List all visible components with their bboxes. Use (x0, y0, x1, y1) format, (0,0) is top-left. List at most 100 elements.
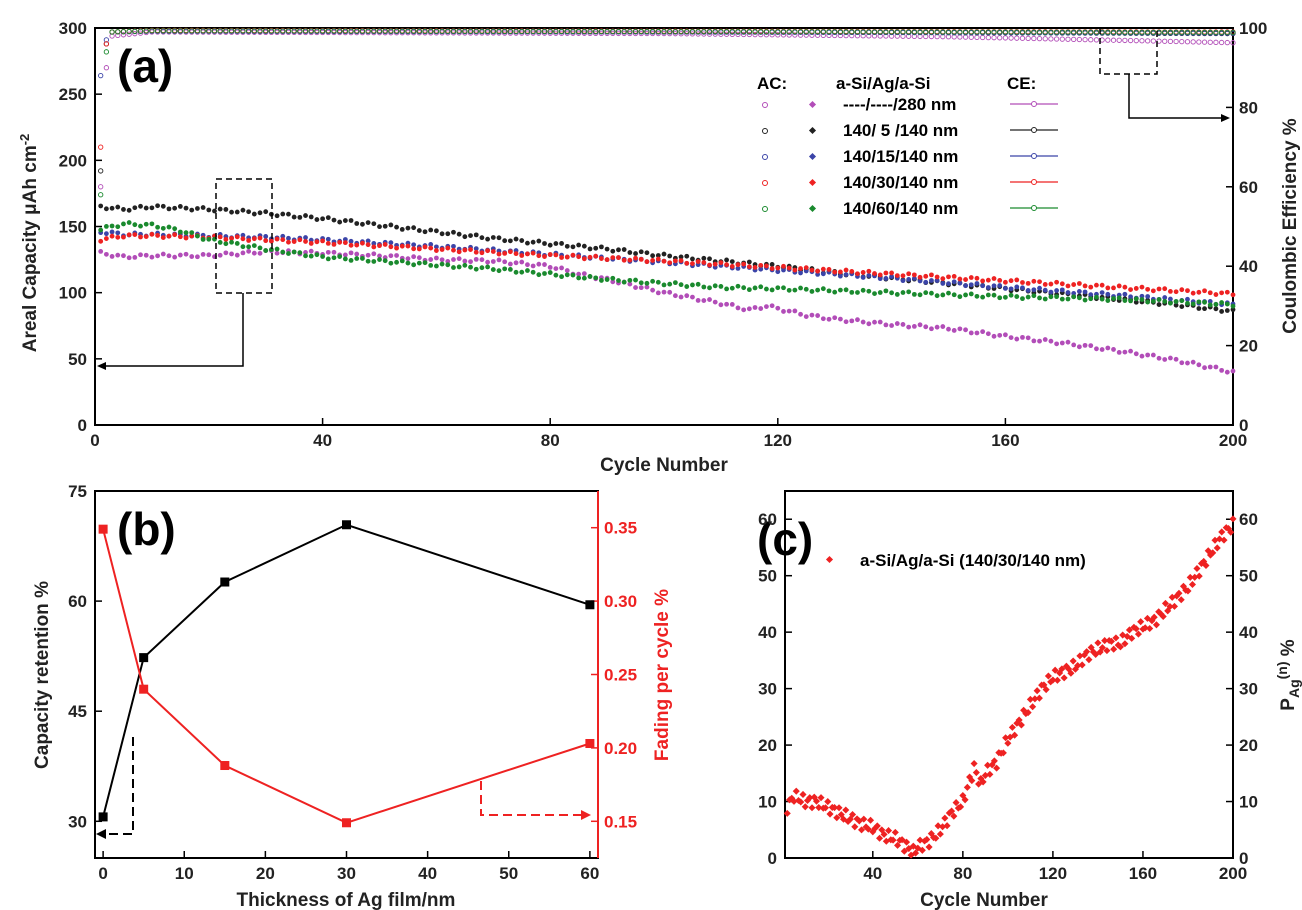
ce-point (627, 28, 633, 35)
capacity-point (1031, 338, 1037, 344)
capacity-point (1133, 351, 1139, 357)
data-point (824, 798, 832, 806)
capacity-point (513, 251, 519, 257)
capacity-point (826, 288, 832, 294)
capacity-point (177, 234, 183, 240)
ce-point (928, 29, 935, 35)
ce-point (615, 30, 622, 37)
capacity-point (951, 328, 957, 333)
capacity-point (126, 220, 132, 225)
ce-point (718, 29, 724, 35)
ce-point (615, 28, 622, 35)
y2-tick-label: 0.25 (604, 666, 637, 685)
capacity-point (752, 285, 758, 291)
ce-point (1201, 29, 1208, 35)
capacity-point (388, 260, 394, 266)
ce-point (621, 30, 627, 37)
y-tick-label: 75 (68, 482, 87, 501)
capacity-point (314, 239, 320, 245)
x-tick-label: 160 (991, 431, 1019, 450)
ce-point (718, 31, 724, 37)
capacity-point (581, 275, 587, 281)
capacity-point (900, 322, 906, 327)
capacity-point (985, 277, 991, 283)
capacity-point (1219, 290, 1225, 296)
capacity-point (1230, 307, 1236, 313)
ce-point (968, 34, 974, 40)
capacity-point (1202, 365, 1207, 371)
capacity-point (695, 298, 701, 303)
capacity-point (974, 281, 980, 286)
ce-point (1207, 39, 1213, 45)
capacity-point (183, 230, 189, 236)
capacity-point (274, 213, 280, 219)
capacity-point (479, 250, 485, 256)
ce-point (644, 28, 650, 35)
capacity-point (451, 247, 456, 253)
capacity-point (803, 286, 809, 292)
capacity-point (1042, 282, 1048, 287)
ce-point (1065, 36, 1071, 42)
capacity-point (286, 235, 291, 241)
capacity-point (1082, 297, 1088, 303)
ce-point (667, 28, 673, 35)
capacity-point (542, 254, 547, 259)
capacity-point (337, 239, 343, 245)
capacity-point (627, 281, 633, 287)
ce-point (126, 31, 132, 37)
ce-point (251, 28, 257, 34)
panel-b-right-arrow-line (480, 781, 582, 816)
ce-point (775, 32, 781, 38)
capacity-point (354, 256, 360, 261)
data-point (918, 846, 926, 854)
panel-a-legend: AC: a-Si/Ag/a-Si CE: ----/----/280 nm 140… (757, 74, 1058, 218)
capacity-point (997, 295, 1003, 301)
ce-point (940, 29, 946, 35)
capacity-point (263, 238, 269, 244)
capacity-point (712, 283, 718, 289)
capacity-point (1003, 285, 1008, 291)
capacity-point (1008, 335, 1014, 340)
capacity-point (200, 251, 206, 257)
capacity-point (963, 283, 968, 289)
y-tick-label: 50 (68, 350, 87, 369)
capacity-point (980, 283, 986, 289)
capacity-point (234, 241, 240, 246)
capacity-point (439, 231, 445, 237)
capacity-point (473, 256, 479, 262)
capacity-point (672, 280, 678, 286)
ce-point (877, 29, 883, 35)
data-point (808, 804, 816, 812)
data-point (835, 804, 843, 812)
ce-point (115, 29, 121, 35)
capacity-point (229, 209, 234, 215)
panel-a-frame (94, 27, 1234, 426)
ce-point (1162, 38, 1168, 44)
capacity-point (997, 277, 1003, 283)
capacity-point (1150, 352, 1156, 358)
data-point (952, 799, 960, 807)
capacity-point (559, 241, 564, 246)
ce-point (1031, 35, 1037, 42)
capacity-point (957, 276, 963, 282)
data-point (817, 794, 825, 802)
capacity-point (741, 261, 747, 267)
capacity-point (126, 232, 132, 238)
ce-point (1025, 29, 1031, 35)
capacity-point (177, 252, 183, 258)
capacity-point (650, 278, 656, 284)
capacity-point (707, 262, 712, 268)
capacity-point (439, 261, 445, 267)
capacity-point (422, 244, 428, 250)
ce-point (997, 29, 1003, 35)
capacity-point (434, 255, 439, 261)
ce-point (1071, 29, 1077, 35)
capacity-point (1185, 296, 1190, 302)
capacity-point (809, 267, 815, 273)
data-point (851, 823, 859, 831)
capacity-point (388, 222, 394, 228)
panel-c-y2-label-p: P (1278, 698, 1299, 711)
capacity-point (303, 253, 308, 259)
